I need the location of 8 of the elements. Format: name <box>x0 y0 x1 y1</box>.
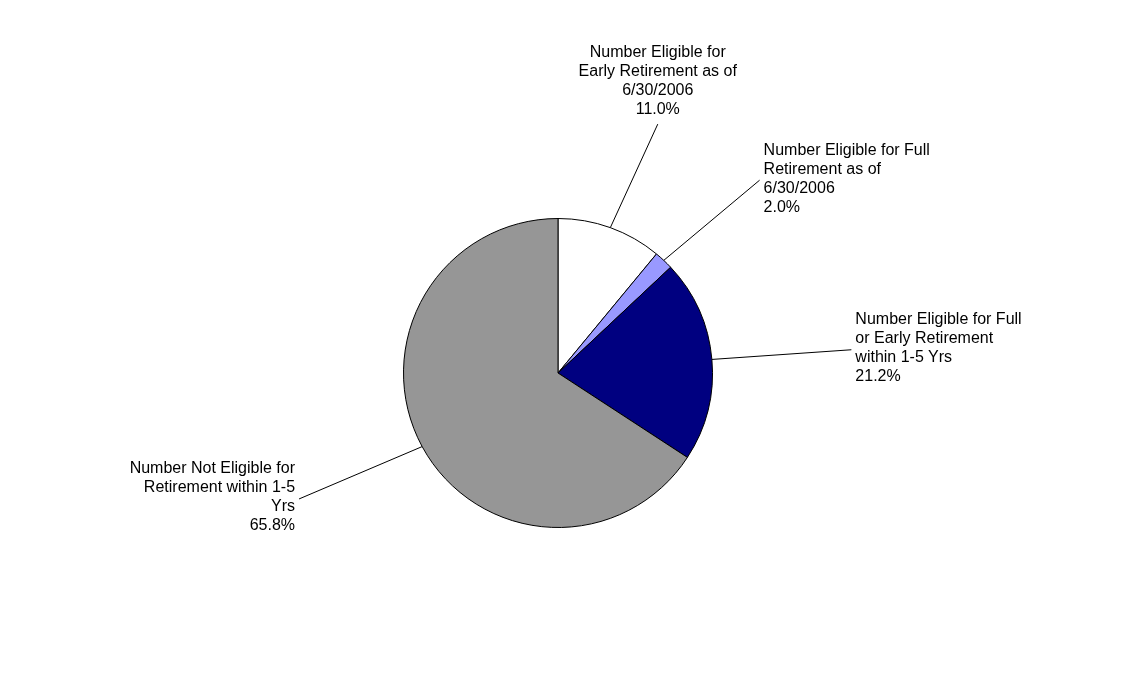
slice-label: Number Eligible for Full or Early Retirement within 1-5 Yrs <box>854 310 1022 366</box>
slice-label: Number Eligible for Full Retirement as of 6/30/2006 <box>763 140 930 196</box>
slice-label: Number Not Eligible for Retirement within 1-5 Yrs <box>129 459 296 515</box>
data-label: 11.0% <box>635 99 680 117</box>
data-label: 21.2% <box>855 367 901 385</box>
data-label: 65.8% <box>249 516 296 534</box>
data-label: 2.0% <box>763 197 801 215</box>
slice-label: Number Eligible for Early Retirement as of 6/30/2006 <box>578 42 738 98</box>
